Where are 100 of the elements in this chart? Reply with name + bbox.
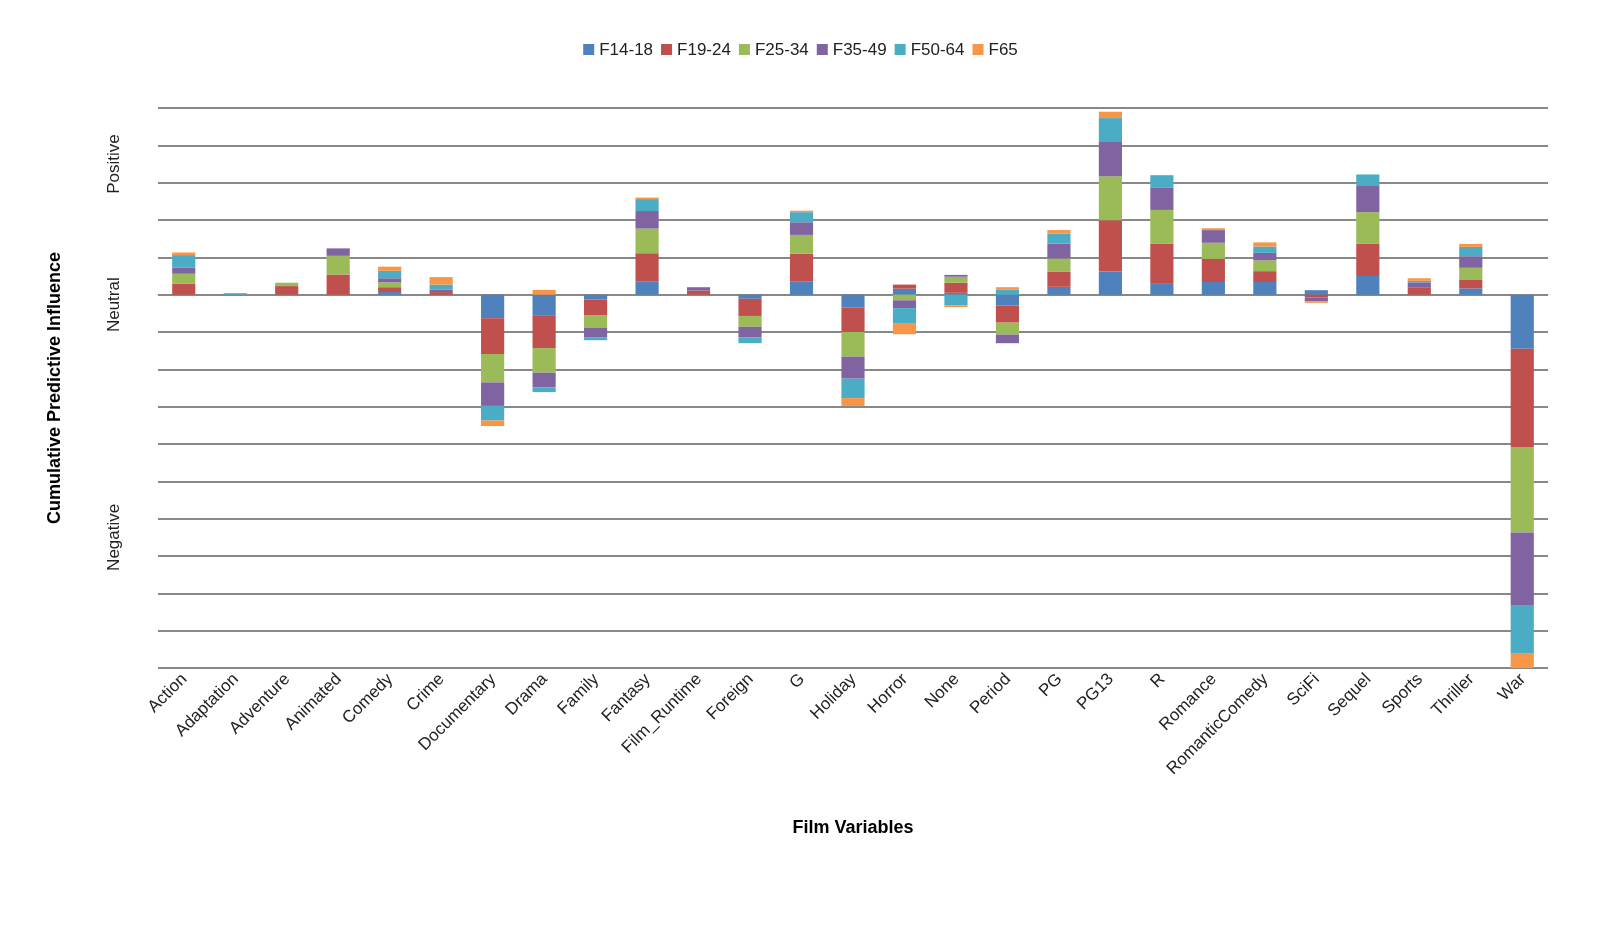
bar xyxy=(532,387,556,393)
bar xyxy=(686,290,711,295)
bar xyxy=(738,294,762,299)
bar xyxy=(841,398,865,406)
bar xyxy=(1047,286,1071,295)
bar xyxy=(1510,348,1534,447)
bar xyxy=(841,378,865,399)
bar xyxy=(892,288,917,295)
bar xyxy=(1510,604,1534,654)
bar xyxy=(1253,260,1277,272)
bar xyxy=(172,252,196,256)
bar xyxy=(1150,283,1174,295)
bar xyxy=(1201,242,1225,259)
bar xyxy=(326,255,350,275)
bar xyxy=(1253,252,1277,261)
bar xyxy=(1407,282,1431,288)
legend-label: F19-24 xyxy=(677,40,731,59)
bar xyxy=(738,298,762,316)
bar xyxy=(635,199,659,212)
bar xyxy=(841,307,865,332)
bar xyxy=(1356,174,1380,187)
bar xyxy=(481,382,505,406)
bar xyxy=(326,274,350,295)
bar xyxy=(378,287,402,293)
bar xyxy=(738,337,762,344)
bar xyxy=(1459,256,1483,268)
bar xyxy=(738,326,762,338)
bar xyxy=(1510,294,1534,349)
bar xyxy=(378,292,402,295)
bar xyxy=(686,287,711,291)
bar xyxy=(378,282,402,288)
bar xyxy=(1098,111,1122,119)
bar xyxy=(1253,242,1277,247)
bar xyxy=(1098,118,1122,142)
bar xyxy=(995,322,1020,335)
bar xyxy=(1201,230,1225,243)
bar xyxy=(378,270,402,279)
bar xyxy=(738,315,762,327)
bar xyxy=(172,283,196,295)
bar xyxy=(995,305,1020,323)
bar xyxy=(532,348,556,373)
x-tick-label: G xyxy=(785,669,809,693)
text: Negative xyxy=(103,503,123,571)
bar xyxy=(378,278,402,283)
bar xyxy=(584,315,608,328)
bar xyxy=(532,289,556,295)
bar xyxy=(789,281,814,295)
bar xyxy=(841,294,865,308)
bar xyxy=(1356,276,1380,295)
bar xyxy=(481,420,505,427)
bar xyxy=(1150,243,1174,284)
bar xyxy=(1510,653,1534,668)
bar xyxy=(584,299,608,316)
bar xyxy=(326,248,350,256)
bar xyxy=(584,294,608,300)
bar xyxy=(1150,175,1174,188)
bar xyxy=(892,308,917,324)
bar xyxy=(635,211,659,229)
bar xyxy=(635,281,659,295)
bar xyxy=(944,276,968,283)
bar xyxy=(1459,288,1483,295)
bar xyxy=(789,212,814,223)
bar xyxy=(532,372,556,388)
bar xyxy=(1356,243,1380,276)
bar xyxy=(1201,281,1225,295)
bar xyxy=(892,300,917,309)
bar xyxy=(1047,258,1071,272)
bar xyxy=(172,267,196,274)
bar xyxy=(1098,176,1122,221)
bar xyxy=(1253,271,1277,282)
legend-label: F14-18 xyxy=(599,40,654,59)
bar xyxy=(995,289,1020,295)
bar xyxy=(1150,187,1174,210)
bar xyxy=(1356,212,1380,244)
bar xyxy=(995,334,1020,344)
bar xyxy=(1304,297,1328,302)
bar xyxy=(481,318,505,355)
bar xyxy=(532,315,556,349)
bar xyxy=(892,284,917,289)
bar xyxy=(1459,243,1483,247)
bar xyxy=(481,294,505,319)
bar xyxy=(1459,267,1483,280)
bar xyxy=(1047,243,1071,259)
bar xyxy=(172,255,196,268)
bar xyxy=(841,332,865,357)
bar xyxy=(1098,220,1122,272)
bar xyxy=(944,282,968,293)
bar xyxy=(1459,279,1483,289)
bar xyxy=(584,327,608,338)
bar xyxy=(841,356,865,379)
bar xyxy=(789,253,814,282)
bar xyxy=(995,287,1020,290)
bar xyxy=(1098,271,1122,295)
bar xyxy=(789,234,814,254)
bar xyxy=(1253,246,1277,253)
bar xyxy=(172,273,196,284)
bar xyxy=(532,294,556,316)
bar xyxy=(635,253,659,282)
legend-label: F65 xyxy=(988,40,1018,59)
bar xyxy=(481,354,505,383)
